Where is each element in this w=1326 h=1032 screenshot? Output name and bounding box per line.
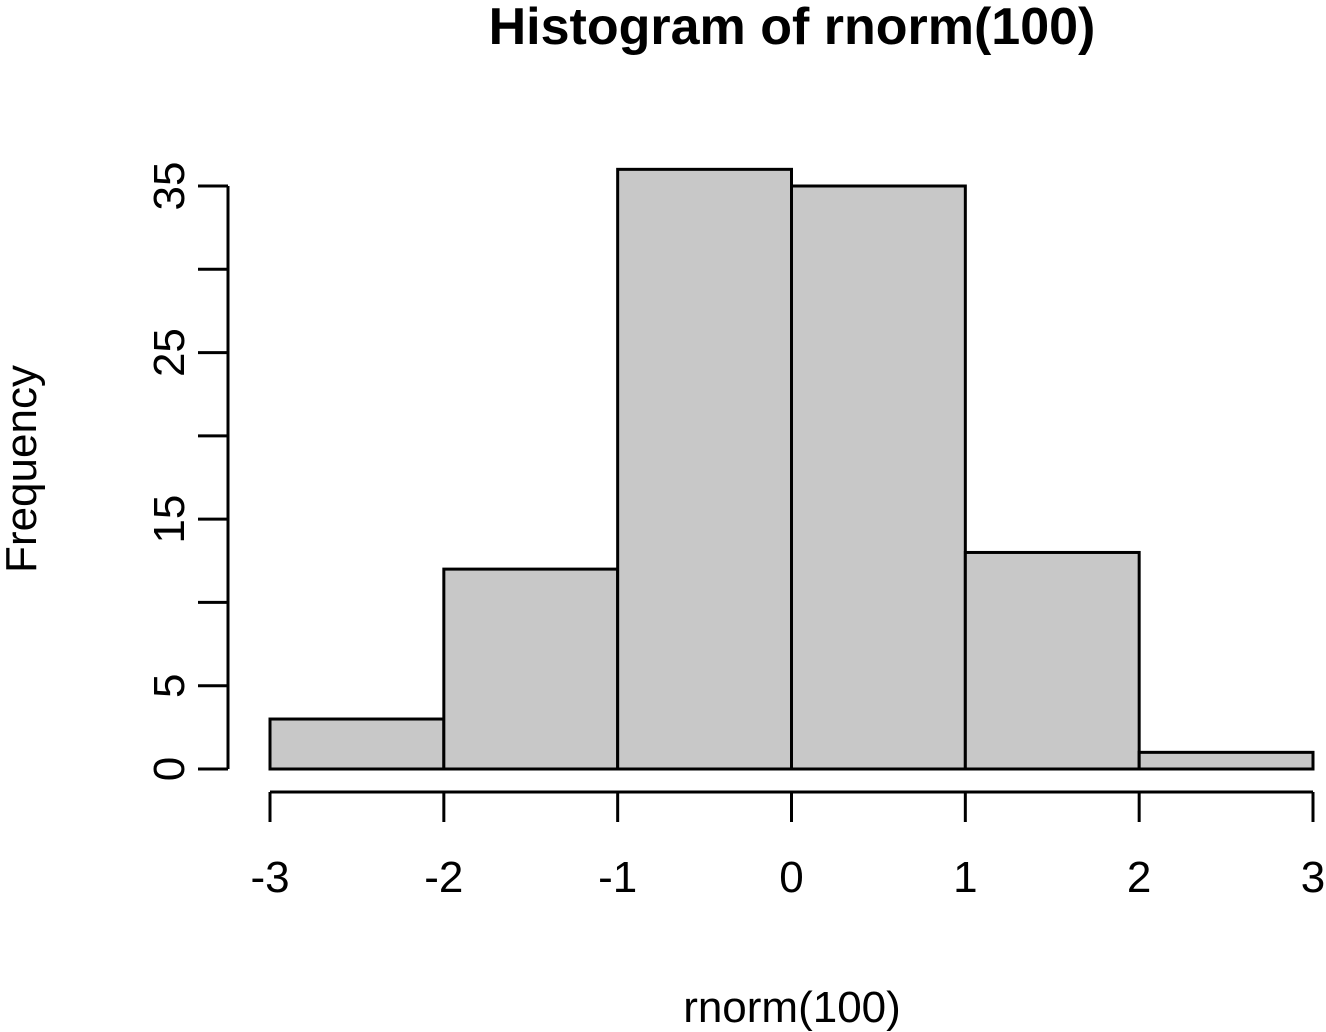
x-tick-label: 3 [1301, 853, 1325, 902]
x-tick-label: -1 [598, 853, 637, 902]
x-axis: -3 -2 -1 0 1 2 3 [250, 790, 1325, 902]
histogram-bar-0 [268, 717, 446, 771]
histogram-bar-4 [963, 550, 1141, 771]
y-axis-label: Frequency [0, 365, 46, 573]
x-tick-label: -2 [424, 853, 463, 902]
y-tick-label: 5 [145, 673, 194, 697]
y-tick-label: 35 [145, 162, 194, 211]
y-tick-label: 15 [145, 495, 194, 544]
histogram-bar-2 [616, 167, 794, 771]
bars-group [268, 167, 1315, 771]
chart-title: Histogram of rnorm(100) [489, 0, 1096, 56]
histogram-bar-5 [1137, 750, 1315, 771]
x-tick-label: 2 [1127, 853, 1151, 902]
x-tick-label: -3 [250, 853, 289, 902]
x-axis-label: rnorm(100) [683, 983, 901, 1032]
y-tick-label: 25 [145, 328, 194, 377]
histogram-bar-3 [790, 184, 967, 771]
y-tick-label: 0 [145, 757, 194, 781]
y-axis: 0 5 15 25 35 [145, 162, 230, 781]
x-tick-label: 0 [779, 853, 803, 902]
histogram-bar-1 [442, 567, 620, 771]
x-tick-label: 1 [953, 853, 977, 902]
